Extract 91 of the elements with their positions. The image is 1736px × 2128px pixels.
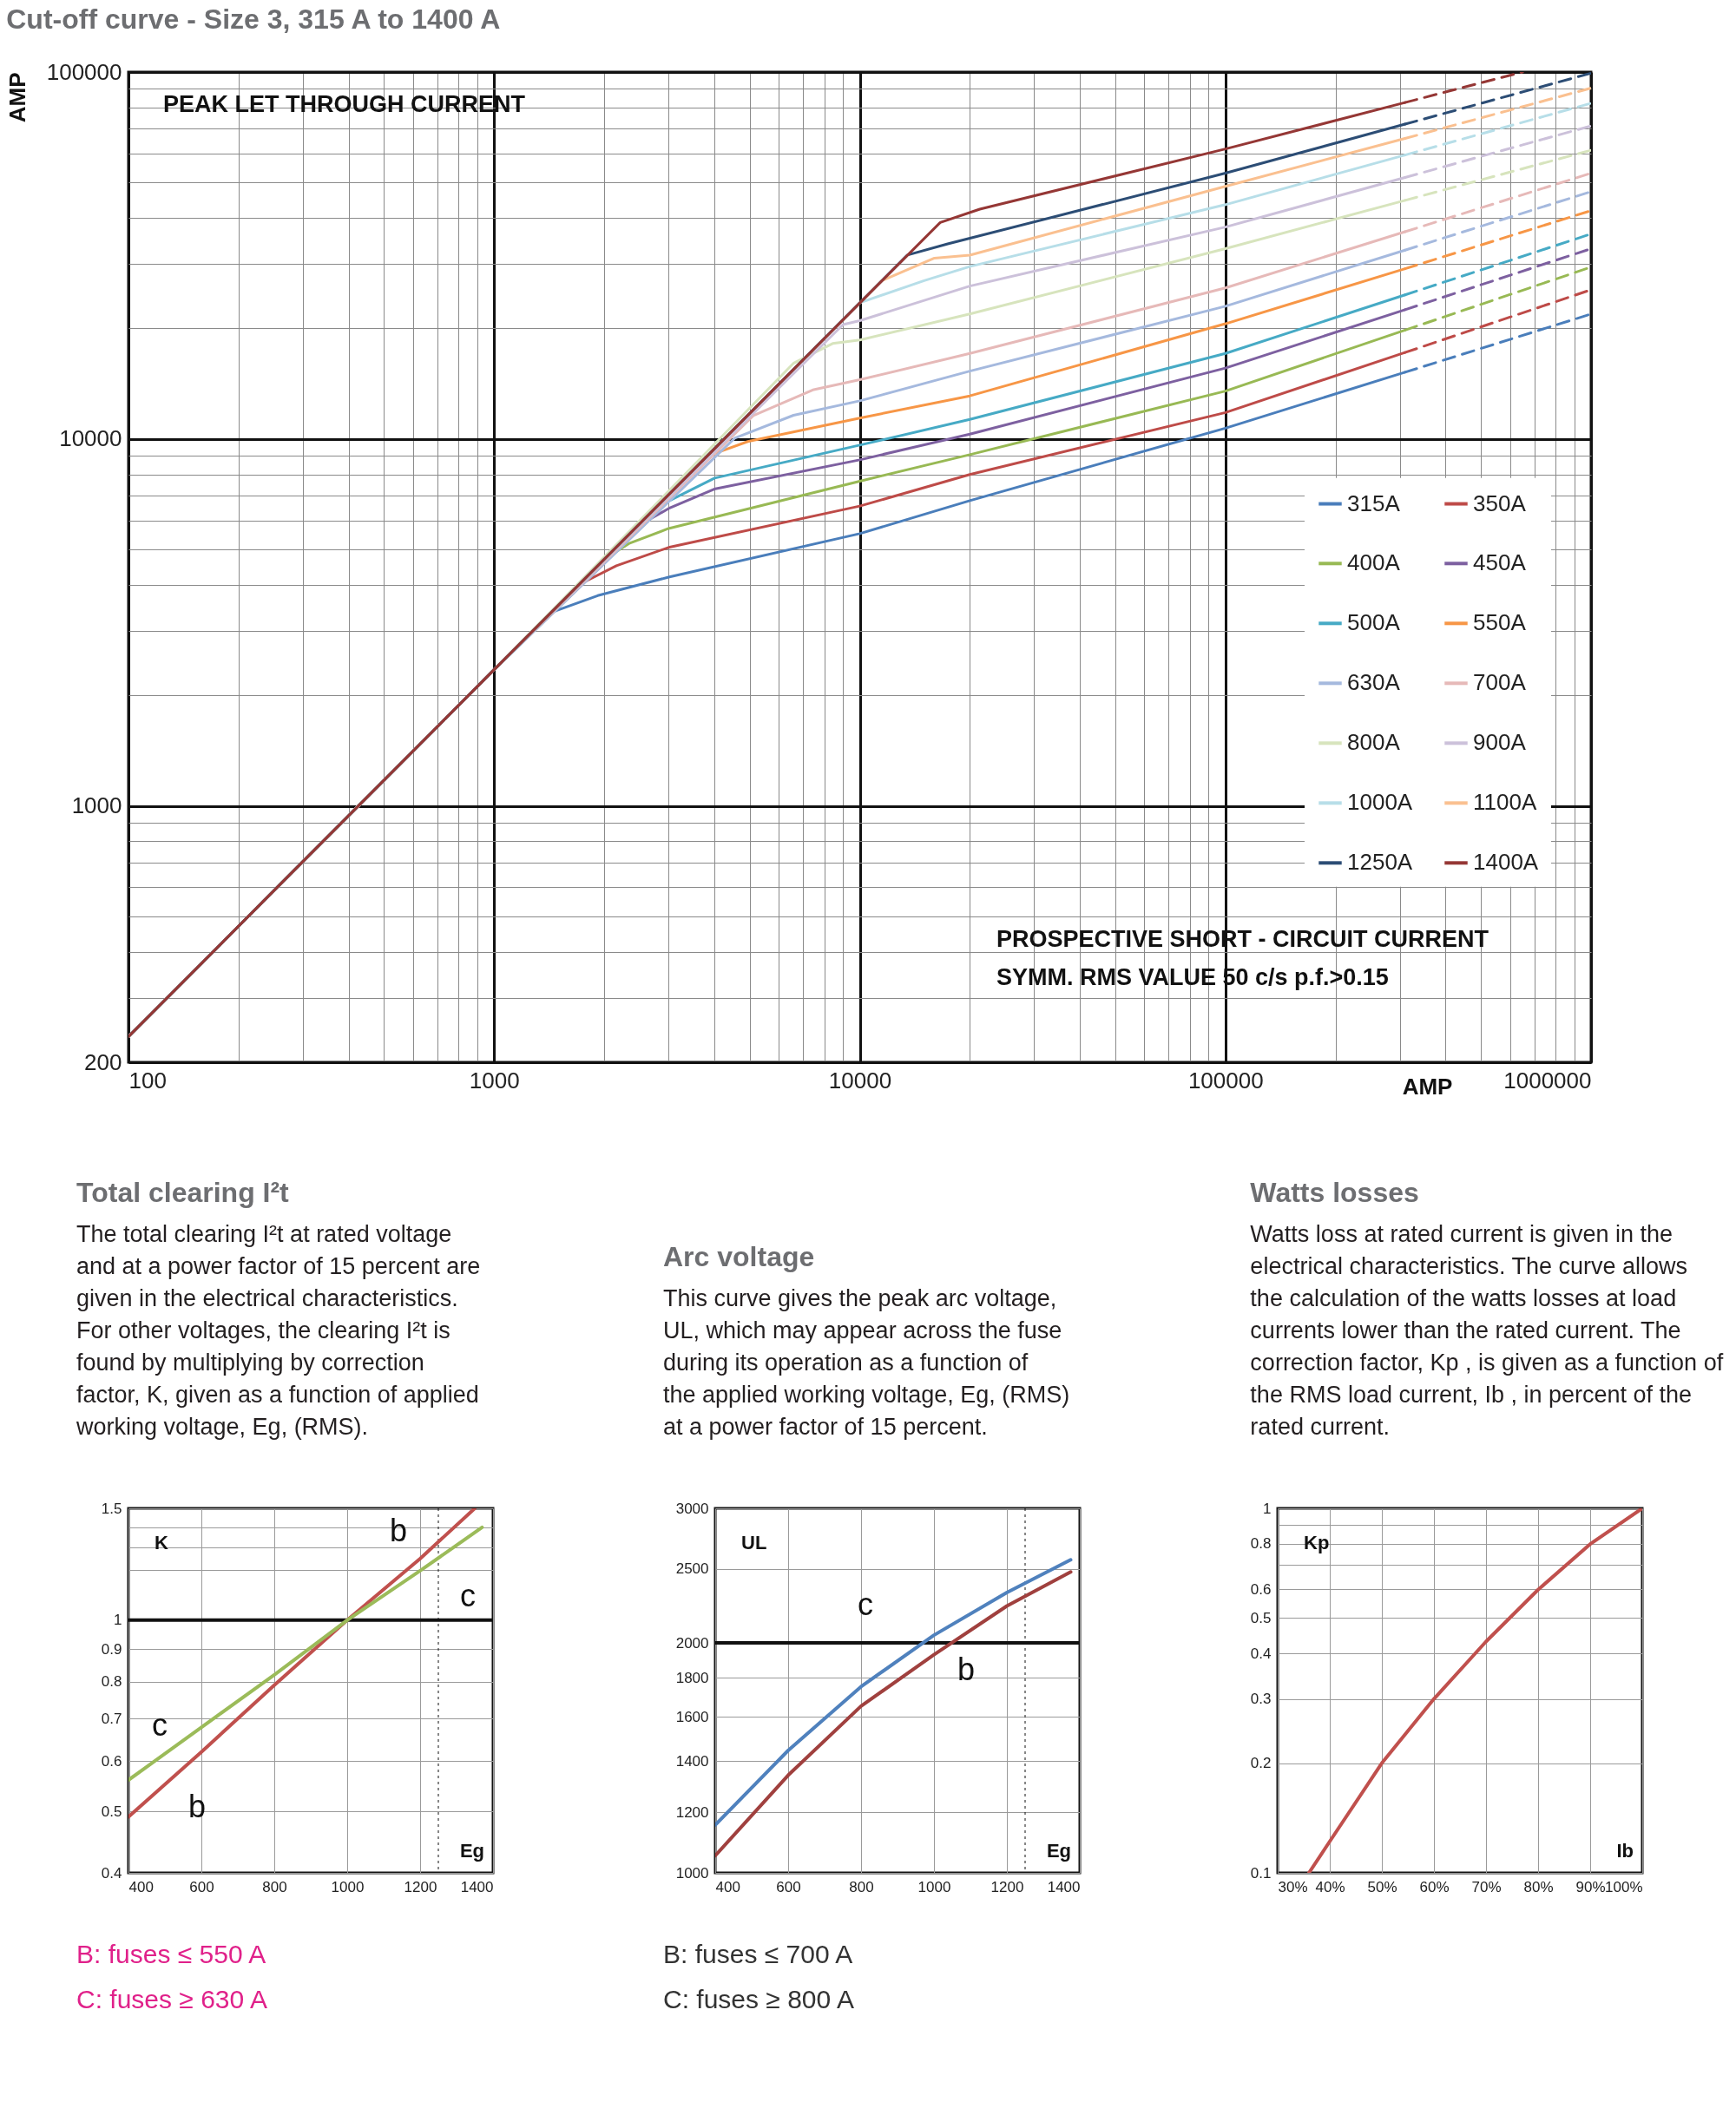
legend-label: 315A [1347, 489, 1401, 516]
y-tick-label: 1400 [675, 1752, 709, 1770]
text: B: fuses ≤ 550 A [76, 1940, 266, 1968]
x-tick-label: 800 [262, 1878, 287, 1895]
chart-subtitle: Watts loss at rated current is given in the electrical characteristics. The curve allows the calculation of the watts losses at load currents lower than the rated current. The correction factor, Kp , is given as a function of the RMS load current, Ib , in percent of the rated current. [1250, 1221, 1724, 1440]
legend-label: 700A [1473, 669, 1527, 696]
chart-title: Cut-off curve - Size 3, 315 A to 1400 A [6, 3, 501, 35]
x-axis-title: Eg [459, 1840, 484, 1862]
legend-label: 400A [1347, 549, 1401, 576]
y-tick-label: 2500 [675, 1560, 709, 1578]
y-axis-title: UL [741, 1532, 767, 1553]
y-tick-label: 0.8 [101, 1673, 122, 1691]
x-tick-label: 50% [1367, 1878, 1397, 1895]
x-tick-label: 1000 [917, 1878, 951, 1895]
x-tick-label: 100% [1605, 1878, 1643, 1895]
x-tick-label: 600 [189, 1878, 214, 1895]
x-tick-label: 1000 [469, 1067, 520, 1094]
y-tick-label: 0.6 [101, 1752, 122, 1770]
x-tick-label: 1000000 [1503, 1067, 1592, 1094]
y-tick-label: 1800 [675, 1669, 709, 1686]
annotation: c [460, 1578, 476, 1613]
legend-label: 1250A [1347, 849, 1413, 876]
annotation: c [858, 1586, 873, 1622]
chart-title: Arc voltage [663, 1241, 815, 1272]
legend-label: 500A [1347, 609, 1401, 636]
y-tick-label: 1.5 [101, 1500, 122, 1517]
y-tick-label: 2000 [675, 1634, 709, 1652]
y-tick-label: 3000 [675, 1500, 709, 1517]
text: B: fuses ≤ 700 A [663, 1940, 853, 1968]
legend-label: 450A [1473, 549, 1527, 576]
y-tick-label: 0.2 [1250, 1755, 1272, 1772]
x-tick-label: 10000 [828, 1067, 892, 1094]
y-axis-title: Kp [1304, 1532, 1330, 1553]
legend-label: 800A [1347, 729, 1401, 756]
x-tick-label: 600 [776, 1878, 801, 1895]
legend-label: 1400A [1473, 849, 1539, 876]
x-axis-title: Ib [1616, 1840, 1634, 1862]
x-tick-label: 1400 [460, 1878, 494, 1895]
y-tick-label: 0.7 [101, 1710, 122, 1727]
y-tick-label: 0.8 [1250, 1535, 1272, 1553]
x-tick-label: 1000 [331, 1878, 365, 1895]
y-tick-label: 0.1 [1250, 1864, 1272, 1882]
x-tick-label: 30% [1278, 1878, 1308, 1895]
x-tick-label: 1200 [404, 1878, 437, 1895]
chart-subtitle: This curve gives the peak arc voltage, UL, which may appear across the fuse during its operation as a function of the applied working voltage, Eg, (RMS) at a power factor of 15 percent. [663, 1285, 1070, 1440]
annotation: c [152, 1707, 168, 1743]
text: C: fuses ≥ 630 A [76, 1985, 267, 2013]
y-tick-label: 0.5 [1250, 1609, 1272, 1626]
x-tick-label: 70% [1471, 1878, 1502, 1895]
text: C: fuses ≥ 800 A [663, 1985, 854, 2013]
chart-title: Total clearing I²t [76, 1177, 290, 1208]
legend-label: 1000A [1347, 789, 1413, 816]
x-tick-label: 400 [128, 1878, 154, 1895]
y-tick-label: 1000 [71, 792, 122, 819]
x-axis-title: Eg [1046, 1840, 1071, 1862]
chart-title: Watts losses [1250, 1177, 1419, 1208]
y-axis-title: K [155, 1532, 168, 1553]
y-tick-label: 100000 [46, 58, 122, 85]
y-tick-label: 10000 [59, 425, 122, 452]
x-tick-label: 1200 [990, 1878, 1024, 1895]
x-tick-label: 100 [128, 1067, 167, 1094]
x-tick-label: 1400 [1047, 1878, 1081, 1895]
y-tick-label: 1000 [675, 1864, 709, 1882]
y-tick-label: 0.4 [1250, 1645, 1272, 1662]
y-tick-label: 0.5 [101, 1803, 122, 1820]
y-tick-label: 1 [1263, 1500, 1272, 1517]
legend-label: 630A [1347, 669, 1401, 696]
y-tick-label: 0.4 [101, 1864, 122, 1882]
y-tick-label: 200 [84, 1048, 122, 1075]
legend-label: 350A [1473, 489, 1527, 516]
y-tick-label: 0.9 [101, 1640, 122, 1658]
legend-label: 550A [1473, 609, 1527, 636]
chart-subtitle: The total clearing I²t at rated voltage and at a power factor of 15 percent are given in the electrical characteristics. For other voltages, the clearing I²t is found by multiplying by correction factor, K, given as a function of applied working voltage, Eg, (RMS). [76, 1221, 481, 1440]
y-tick-label: 1 [114, 1612, 122, 1629]
y-axis-title: AMP [3, 72, 30, 123]
y-tick-label: 0.6 [1250, 1580, 1272, 1598]
x-tick-label: 80% [1523, 1878, 1554, 1895]
annotation: b [389, 1513, 408, 1548]
x-tick-label: 400 [715, 1878, 740, 1895]
y-tick-label: 1200 [675, 1803, 709, 1821]
x-axis-title: AMP [1402, 1073, 1453, 1100]
x-tick-label: 800 [849, 1878, 874, 1895]
legend-label: 1100A [1473, 789, 1537, 816]
annotation: b [957, 1652, 976, 1687]
x-tick-label: 40% [1315, 1878, 1345, 1895]
x-tick-label: 90% [1575, 1878, 1606, 1895]
y-tick-label: 0.3 [1250, 1691, 1272, 1708]
y-tick-label: 1600 [675, 1708, 709, 1725]
annotation: b [187, 1789, 207, 1824]
x-tick-label: 60% [1419, 1878, 1450, 1895]
legend-label: 900A [1473, 729, 1527, 756]
